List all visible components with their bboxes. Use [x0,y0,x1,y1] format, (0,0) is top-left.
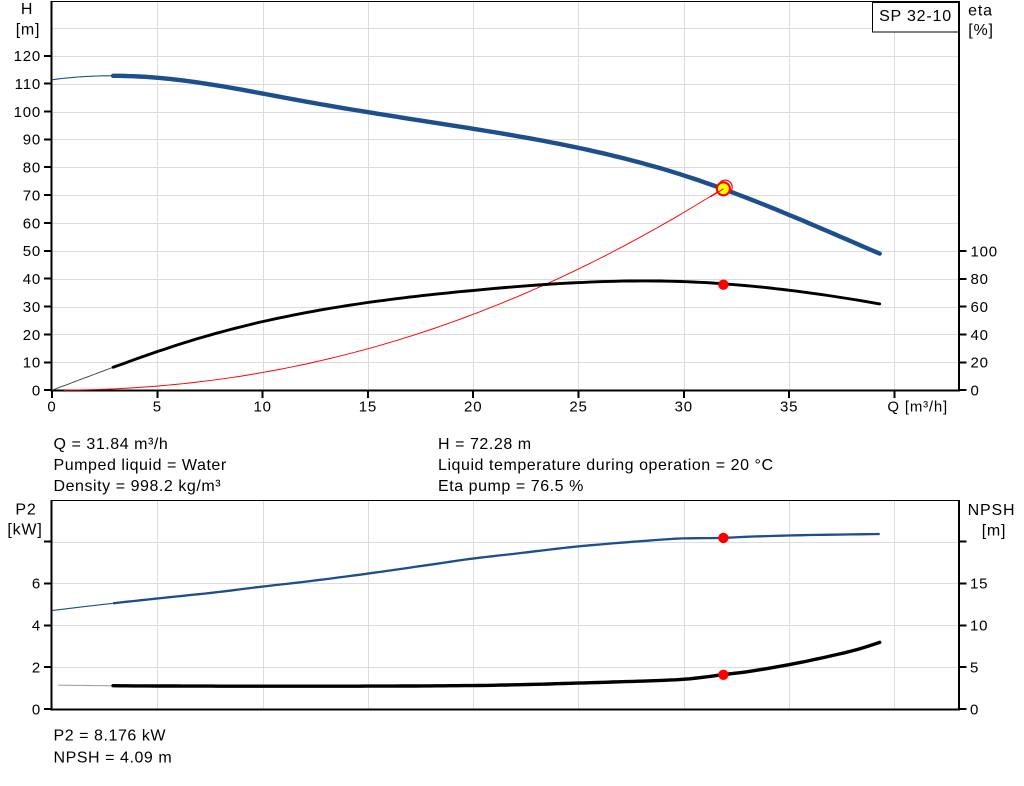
svg-text:[%]: [%] [968,22,994,39]
svg-text:110: 110 [15,76,41,93]
svg-text:50: 50 [23,243,41,260]
svg-text:30: 30 [675,399,693,416]
svg-text:40: 40 [23,271,41,288]
svg-text:25: 25 [569,399,587,416]
svg-text:70: 70 [23,187,41,204]
svg-text:Density = 998.2 kg/m³: Density = 998.2 kg/m³ [54,478,222,495]
svg-text:Q [m³/h]: Q [m³/h] [887,399,948,416]
svg-text:80: 80 [971,271,989,288]
svg-text:eta: eta [968,2,993,19]
svg-text:10: 10 [253,399,271,416]
svg-text:0: 0 [47,399,56,416]
svg-text:5: 5 [970,659,979,676]
svg-text:Q = 31.84 m³/h: Q = 31.84 m³/h [54,436,169,453]
svg-text:60: 60 [23,215,41,232]
svg-text:6: 6 [32,576,41,593]
svg-text:0: 0 [970,701,979,718]
svg-text:Eta pump = 76.5 %: Eta pump = 76.5 % [438,478,584,495]
svg-text:120: 120 [14,48,41,65]
svg-text:90: 90 [23,132,41,149]
svg-text:[m]: [m] [982,522,1007,539]
svg-text:NPSH = 4.09 m: NPSH = 4.09 m [54,749,173,766]
svg-text:NPSH: NPSH [968,502,1016,519]
svg-text:Pumped liquid = Water: Pumped liquid = Water [54,457,227,474]
svg-text:30: 30 [23,299,41,316]
svg-text:40: 40 [971,327,989,344]
svg-text:15: 15 [970,576,988,593]
svg-text:Liquid temperature during oper: Liquid temperature during operation = 20… [438,457,774,474]
svg-text:100: 100 [971,243,998,260]
svg-text:[m]: [m] [16,21,41,38]
svg-text:H: H [21,1,33,18]
svg-text:0: 0 [32,701,41,718]
svg-text:P2 = 8.176 kW: P2 = 8.176 kW [54,727,167,744]
svg-text:60: 60 [971,299,989,316]
svg-text:15: 15 [359,399,377,416]
svg-text:80: 80 [23,160,41,177]
svg-text:100: 100 [14,104,41,121]
svg-text:20: 20 [971,355,989,372]
svg-text:[kW]: [kW] [7,522,42,539]
svg-text:SP 32-10: SP 32-10 [879,8,952,25]
svg-text:10: 10 [970,618,988,635]
svg-text:20: 20 [464,399,482,416]
svg-text:P2: P2 [15,502,36,519]
svg-text:20: 20 [23,327,41,344]
svg-text:10: 10 [23,355,41,372]
svg-text:2: 2 [32,659,41,676]
svg-text:0: 0 [971,383,980,400]
svg-text:35: 35 [780,399,798,416]
svg-text:0: 0 [32,383,41,400]
svg-text:5: 5 [153,399,162,416]
svg-text:4: 4 [32,618,41,635]
svg-text:H = 72.28 m: H = 72.28 m [438,436,532,453]
